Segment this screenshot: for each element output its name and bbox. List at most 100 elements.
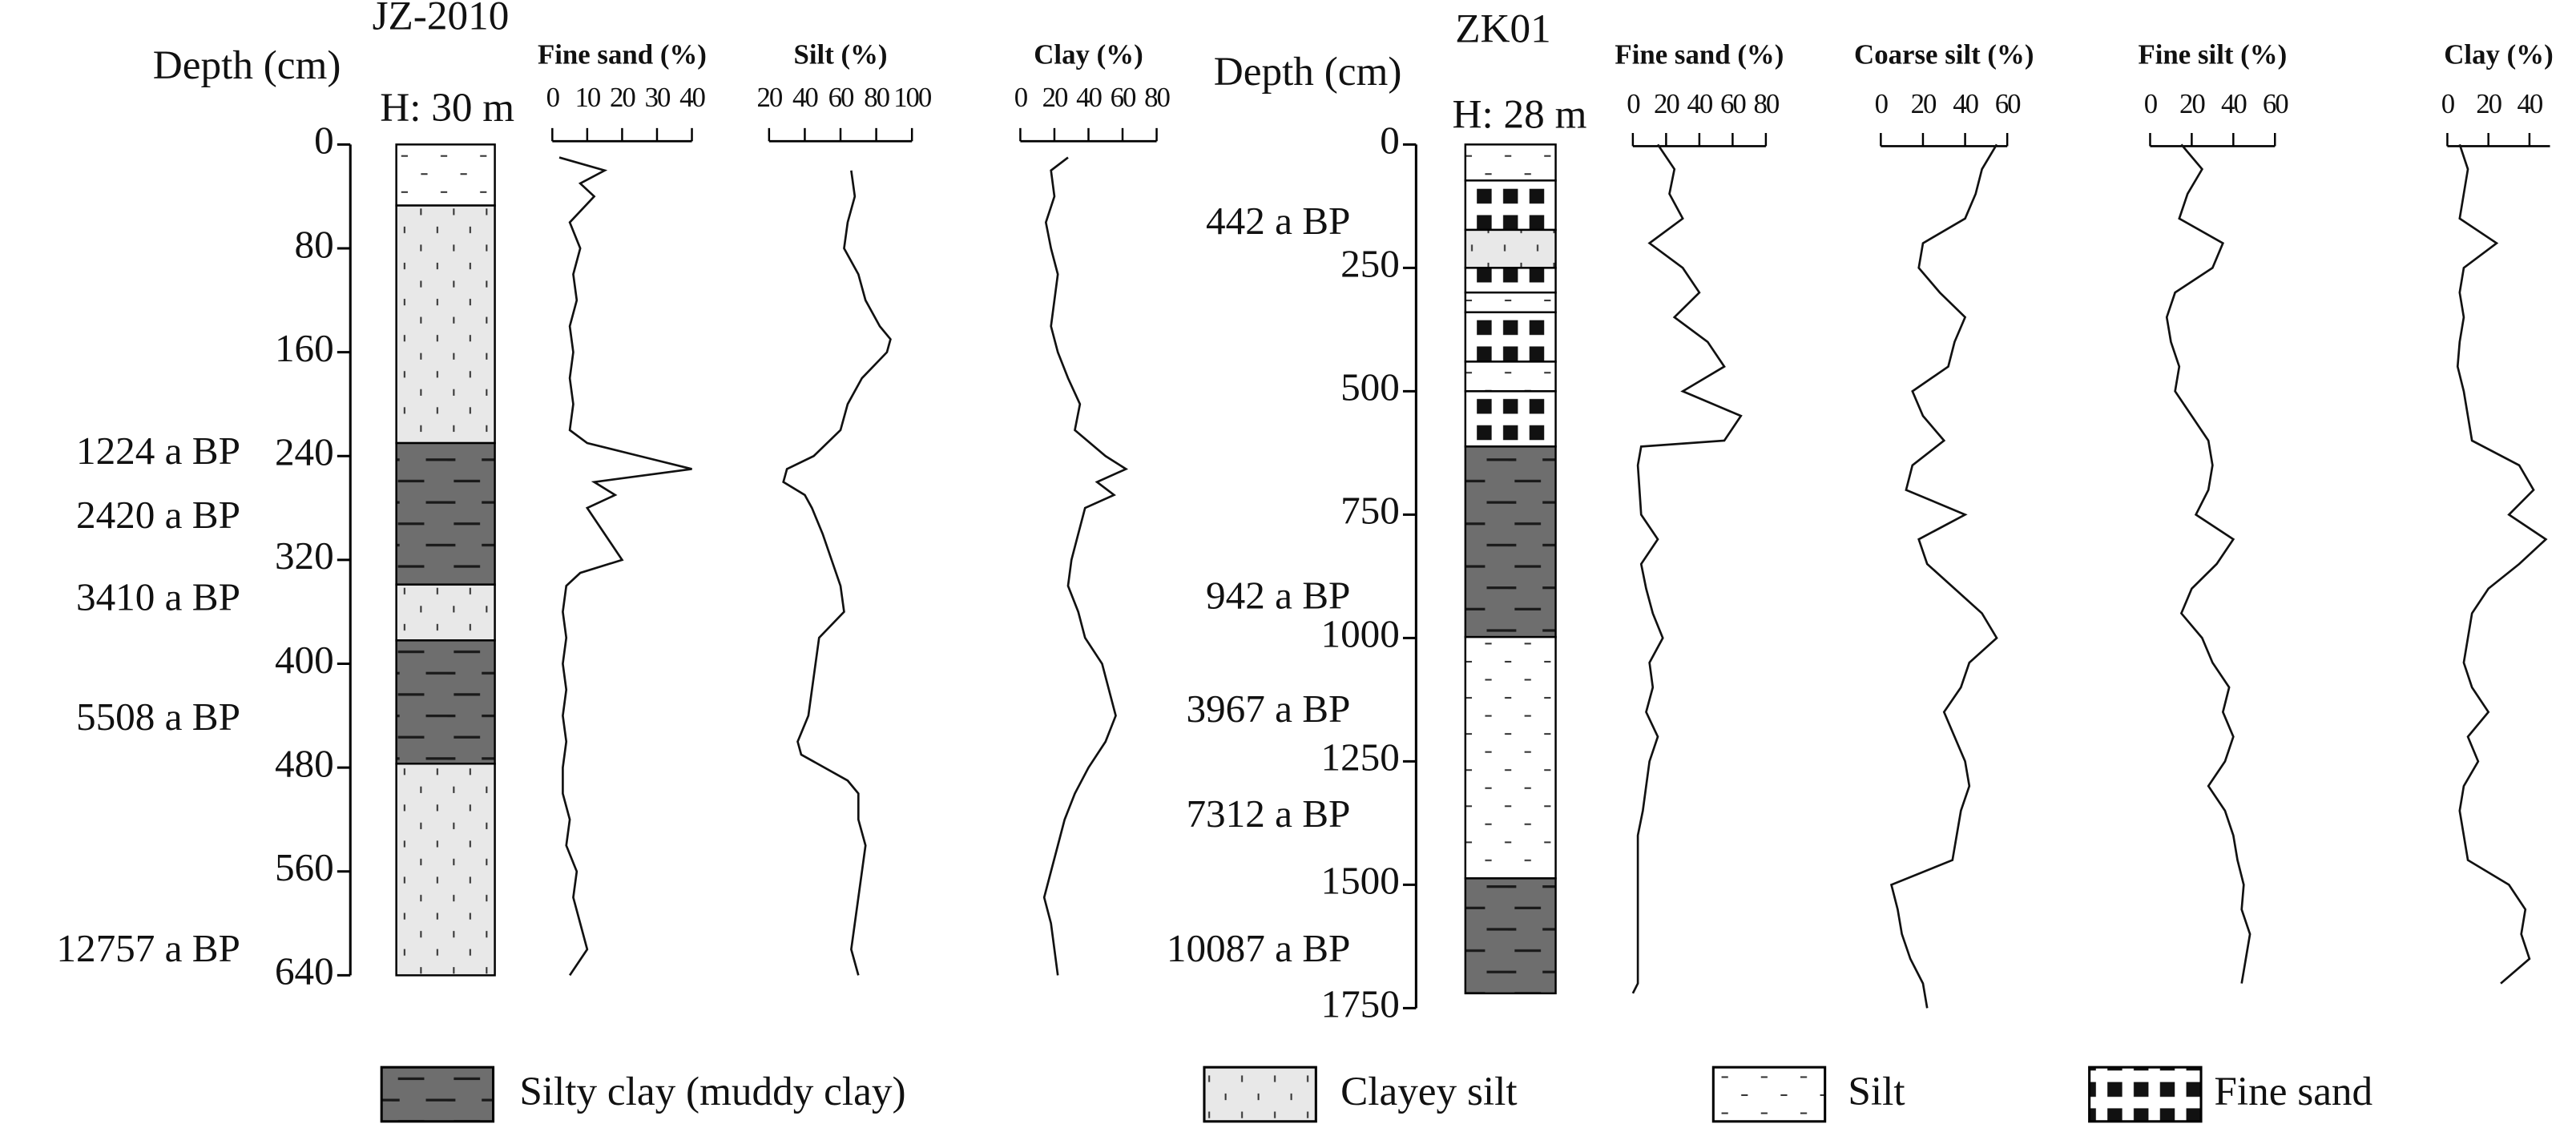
y-tick-label: 640 bbox=[275, 949, 334, 993]
y-tick-label: 1750 bbox=[1321, 982, 1400, 1026]
profile-line bbox=[1042, 156, 1129, 976]
legend-label: Fine sand bbox=[2214, 1069, 2372, 1114]
age-label: 3967 a BP bbox=[1186, 687, 1350, 731]
panel-title: Fine sand (%) bbox=[1615, 39, 1784, 70]
y-axis-label: Depth (cm) bbox=[1214, 49, 1402, 95]
y-tick-label: 250 bbox=[1340, 242, 1400, 286]
y-tick-label: 0 bbox=[314, 119, 334, 163]
lithology-layer bbox=[1464, 445, 1557, 639]
lithology-layer bbox=[395, 441, 496, 586]
x-tick-label: 0 bbox=[546, 82, 560, 113]
panel-title: Fine sand (%) bbox=[538, 39, 707, 70]
lithology-layer bbox=[395, 204, 496, 445]
lithology-layer bbox=[1464, 390, 1557, 448]
x-tick-label: 40 bbox=[792, 82, 818, 113]
x-tick-label: 60 bbox=[828, 82, 854, 113]
panel-title: Fine silt (%) bbox=[2138, 39, 2287, 70]
legend-swatch bbox=[2088, 1066, 2203, 1123]
x-tick-label: 80 bbox=[864, 82, 889, 113]
age-label: 2420 a BP bbox=[76, 493, 240, 537]
y-tick-label: 0 bbox=[1380, 119, 1400, 163]
x-tick-label: 30 bbox=[645, 82, 671, 113]
lithology-layer bbox=[1464, 179, 1557, 232]
x-tick-label: 40 bbox=[1687, 88, 1713, 119]
x-tick-label: 40 bbox=[1953, 88, 1978, 119]
y-tick-label: 1250 bbox=[1321, 735, 1400, 780]
age-label: 3410 a BP bbox=[76, 574, 240, 618]
panel-title: Silt (%) bbox=[793, 39, 887, 70]
chart-subtitle: H: 30 m bbox=[380, 85, 514, 131]
lithology-layer bbox=[1464, 635, 1557, 880]
x-tick-label: 20 bbox=[2476, 88, 2501, 119]
x-tick-label: 10 bbox=[575, 82, 601, 113]
y-tick-label: 560 bbox=[275, 845, 334, 889]
profile-line bbox=[2165, 143, 2251, 984]
y-tick-label: 500 bbox=[1340, 365, 1400, 409]
x-tick-label: 60 bbox=[2263, 88, 2288, 119]
x-tick-label: 40 bbox=[1076, 82, 1102, 113]
x-tick-label: 20 bbox=[756, 82, 782, 113]
x-tick-label: 60 bbox=[1720, 88, 1746, 119]
x-tick-label: 0 bbox=[2144, 88, 2158, 119]
panel-title: Clay (%) bbox=[1034, 39, 1143, 70]
lithology-layer bbox=[1464, 267, 1557, 294]
x-tick-label: 40 bbox=[679, 82, 705, 113]
lithology-layer bbox=[395, 763, 496, 977]
y-tick-label: 80 bbox=[295, 222, 334, 266]
legend-label: Clayey silt bbox=[1340, 1069, 1518, 1114]
legend-label: Silt bbox=[1848, 1069, 1905, 1114]
age-label: 12757 a BP bbox=[56, 926, 240, 970]
x-tick-label: 60 bbox=[1995, 88, 2021, 119]
x-tick-label: 0 bbox=[1014, 82, 1028, 113]
y-tick-label: 320 bbox=[275, 534, 334, 578]
age-label: 942 a BP bbox=[1206, 573, 1350, 617]
x-tick-label: 20 bbox=[2179, 88, 2205, 119]
x-tick-label: 0 bbox=[1875, 88, 1889, 119]
chart-title: ZK01 bbox=[1455, 6, 1551, 52]
x-tick-label: 20 bbox=[1911, 88, 1937, 119]
profile-line bbox=[782, 170, 892, 976]
y-tick-label: 750 bbox=[1340, 489, 1400, 533]
y-tick-label: 1000 bbox=[1321, 612, 1400, 656]
x-tick-label: 80 bbox=[1144, 82, 1170, 113]
x-tick-label: 80 bbox=[1754, 88, 1780, 119]
x-tick-label: 20 bbox=[610, 82, 635, 113]
y-tick-label: 400 bbox=[275, 638, 334, 682]
age-label: 7312 a BP bbox=[1186, 792, 1350, 836]
x-tick-label: 40 bbox=[2518, 88, 2543, 119]
legend-swatch bbox=[1711, 1066, 1827, 1123]
panel-title: Coarse silt (%) bbox=[1854, 39, 2034, 70]
legend-swatch bbox=[380, 1066, 495, 1123]
age-label: 442 a BP bbox=[1206, 199, 1350, 243]
legend-label: Silty clay (muddy clay) bbox=[519, 1069, 905, 1114]
lithology-layer bbox=[1464, 291, 1557, 314]
y-axis-label: Depth (cm) bbox=[153, 42, 341, 88]
x-tick-label: 0 bbox=[2441, 88, 2455, 119]
x-tick-label: 60 bbox=[1111, 82, 1136, 113]
y-tick-label: 160 bbox=[275, 326, 334, 370]
profile-line bbox=[1631, 143, 1743, 994]
lithology-layer bbox=[1464, 361, 1557, 393]
lithology-layer bbox=[395, 583, 496, 642]
x-tick-label: 20 bbox=[1654, 88, 1679, 119]
profile-line bbox=[558, 156, 692, 977]
lithology-layer bbox=[1464, 877, 1557, 995]
y-tick-label: 240 bbox=[275, 430, 334, 474]
x-tick-label: 40 bbox=[2221, 88, 2247, 119]
y-tick-label: 480 bbox=[275, 741, 334, 785]
lithology-layer bbox=[1464, 311, 1557, 363]
profile-line bbox=[2456, 143, 2548, 985]
lithology-layer bbox=[1464, 143, 1557, 182]
legend-swatch bbox=[1203, 1066, 1317, 1123]
chart-subtitle: H: 28 m bbox=[1453, 91, 1587, 137]
lithology-layer bbox=[1464, 228, 1557, 269]
x-tick-label: 20 bbox=[1042, 82, 1068, 113]
profile-line bbox=[1889, 143, 1998, 1009]
chart-title: JZ-2010 bbox=[373, 0, 510, 38]
x-tick-label: 0 bbox=[1627, 88, 1640, 119]
lithology-layer bbox=[395, 639, 496, 765]
panel-title: Clay (%) bbox=[2444, 39, 2553, 70]
age-label: 5508 a BP bbox=[76, 695, 240, 739]
